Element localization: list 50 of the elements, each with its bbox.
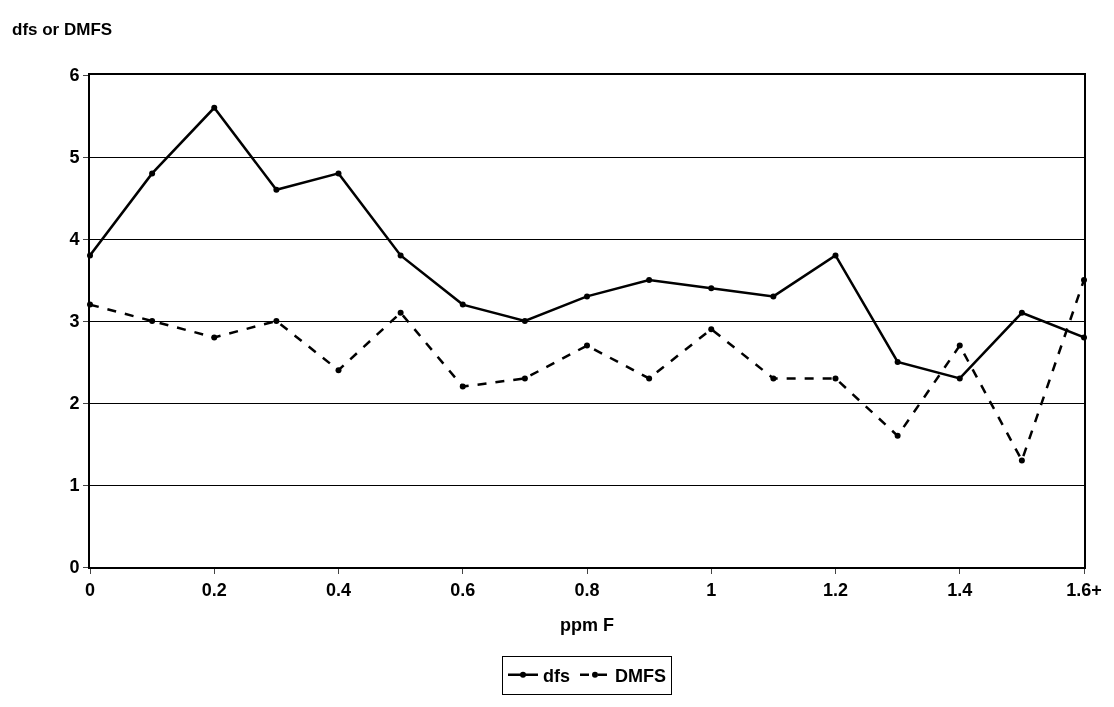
point xyxy=(397,309,404,316)
legend-label: DMFS xyxy=(615,665,666,686)
point xyxy=(1018,309,1025,316)
point xyxy=(584,293,590,300)
x-tick-label: 1.4 xyxy=(947,579,973,600)
x-tick-label: 1.6+ xyxy=(1066,579,1102,600)
point xyxy=(646,375,653,382)
point xyxy=(273,318,280,324)
point xyxy=(770,375,777,382)
y-tick-label: 5 xyxy=(69,147,80,168)
point xyxy=(149,170,156,177)
point xyxy=(584,342,590,349)
point xyxy=(211,104,218,111)
y-tick-label: 3 xyxy=(69,311,80,332)
x-tick-label: 0 xyxy=(84,579,96,600)
y-tick-label: 0 xyxy=(69,557,80,578)
x-tick-label: 0.6 xyxy=(450,579,476,600)
y-tick-label: 4 xyxy=(69,229,80,250)
point xyxy=(335,367,342,374)
point xyxy=(521,375,528,382)
point xyxy=(770,293,777,300)
x-tick-label: 1.2 xyxy=(822,579,849,600)
y-tick-label: 1 xyxy=(69,475,80,496)
y-axis-title: dfs or DMFS xyxy=(12,20,113,39)
point xyxy=(894,359,901,365)
point xyxy=(832,375,839,382)
point xyxy=(459,383,466,390)
point xyxy=(149,318,156,324)
point xyxy=(708,326,715,333)
x-tick-label: 1 xyxy=(706,579,717,600)
x-axis-title: ppm F xyxy=(560,615,614,636)
point xyxy=(956,375,963,382)
point xyxy=(397,252,404,259)
x-tick-label: 0.2 xyxy=(201,579,227,600)
point xyxy=(1018,457,1025,464)
legend-label: dfs xyxy=(543,665,570,686)
x-tick-label: 0.8 xyxy=(574,579,600,600)
point xyxy=(335,170,342,177)
point xyxy=(832,252,839,259)
point xyxy=(894,432,901,439)
y-tick-label: 2 xyxy=(69,393,80,414)
point xyxy=(211,334,218,341)
point xyxy=(708,285,715,292)
point xyxy=(521,318,528,324)
point xyxy=(956,342,963,349)
x-tick-label: 0.4 xyxy=(325,579,352,600)
point xyxy=(273,186,280,193)
point xyxy=(646,277,653,283)
point xyxy=(459,301,466,308)
y-tick-label: 6 xyxy=(69,65,80,86)
